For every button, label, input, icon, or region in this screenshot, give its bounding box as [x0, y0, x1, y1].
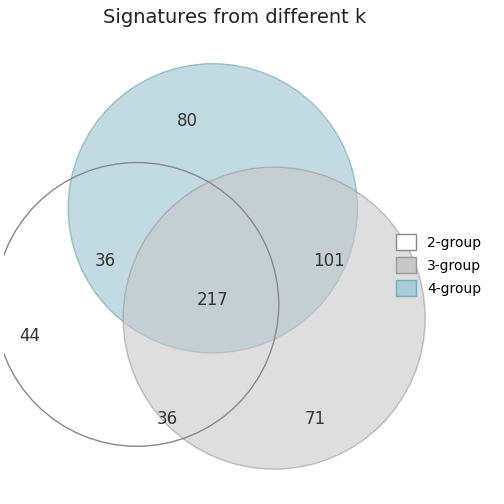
- Circle shape: [68, 64, 357, 353]
- Text: 217: 217: [197, 291, 229, 309]
- Title: Signatures from different k: Signatures from different k: [103, 8, 366, 27]
- Text: 101: 101: [313, 253, 345, 270]
- Text: 80: 80: [177, 112, 198, 131]
- Legend: 2-group, 3-group, 4-group: 2-group, 3-group, 4-group: [390, 227, 488, 303]
- Circle shape: [123, 167, 425, 469]
- Text: 71: 71: [305, 410, 326, 428]
- Text: 36: 36: [157, 410, 177, 428]
- Text: 36: 36: [94, 253, 115, 270]
- Text: 44: 44: [19, 328, 40, 345]
